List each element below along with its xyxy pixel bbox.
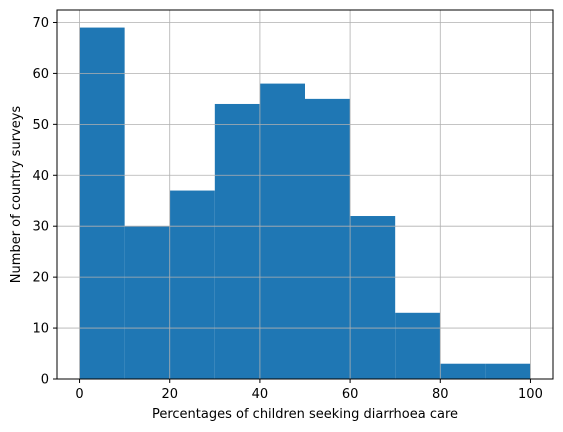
histogram-bar [395, 312, 441, 379]
x-tick-label: 0 [75, 387, 83, 402]
histogram-bar [79, 27, 125, 379]
histogram-bar [124, 226, 170, 379]
histogram-bar [214, 103, 260, 380]
y-tick-label: 50 [32, 118, 49, 133]
x-tick-label: 40 [252, 387, 269, 402]
axes-frame [56, 9, 554, 380]
x-tick-label: 80 [432, 387, 449, 402]
histogram-bars [79, 27, 531, 380]
histogram-bar [259, 83, 305, 379]
histogram-bar [485, 363, 531, 379]
y-tick-label: 10 [32, 322, 49, 337]
histogram-bar [350, 216, 396, 379]
y-axis-label: Number of country surveys [9, 106, 24, 284]
x-tick-label: 100 [518, 387, 543, 402]
y-tick-label: 70 [32, 16, 49, 31]
histogram-bar [305, 98, 351, 379]
grid-lines [57, 10, 553, 380]
y-tick-label: 60 [32, 67, 49, 82]
axis-ticks: 0 20 40 60 80 100 0 10 20 30 40 50 60 70 [32, 16, 542, 402]
histogram-bar [440, 363, 486, 379]
y-tick-label: 40 [32, 169, 49, 184]
x-tick-label: 60 [342, 387, 359, 402]
x-tick-label: 20 [161, 387, 178, 402]
y-tick-label: 0 [41, 373, 49, 388]
x-axis-label: Percentages of children seeking diarrhoe… [152, 407, 458, 422]
y-tick-label: 20 [32, 271, 49, 286]
histogram-bar [169, 190, 215, 379]
y-tick-label: 30 [32, 220, 49, 235]
